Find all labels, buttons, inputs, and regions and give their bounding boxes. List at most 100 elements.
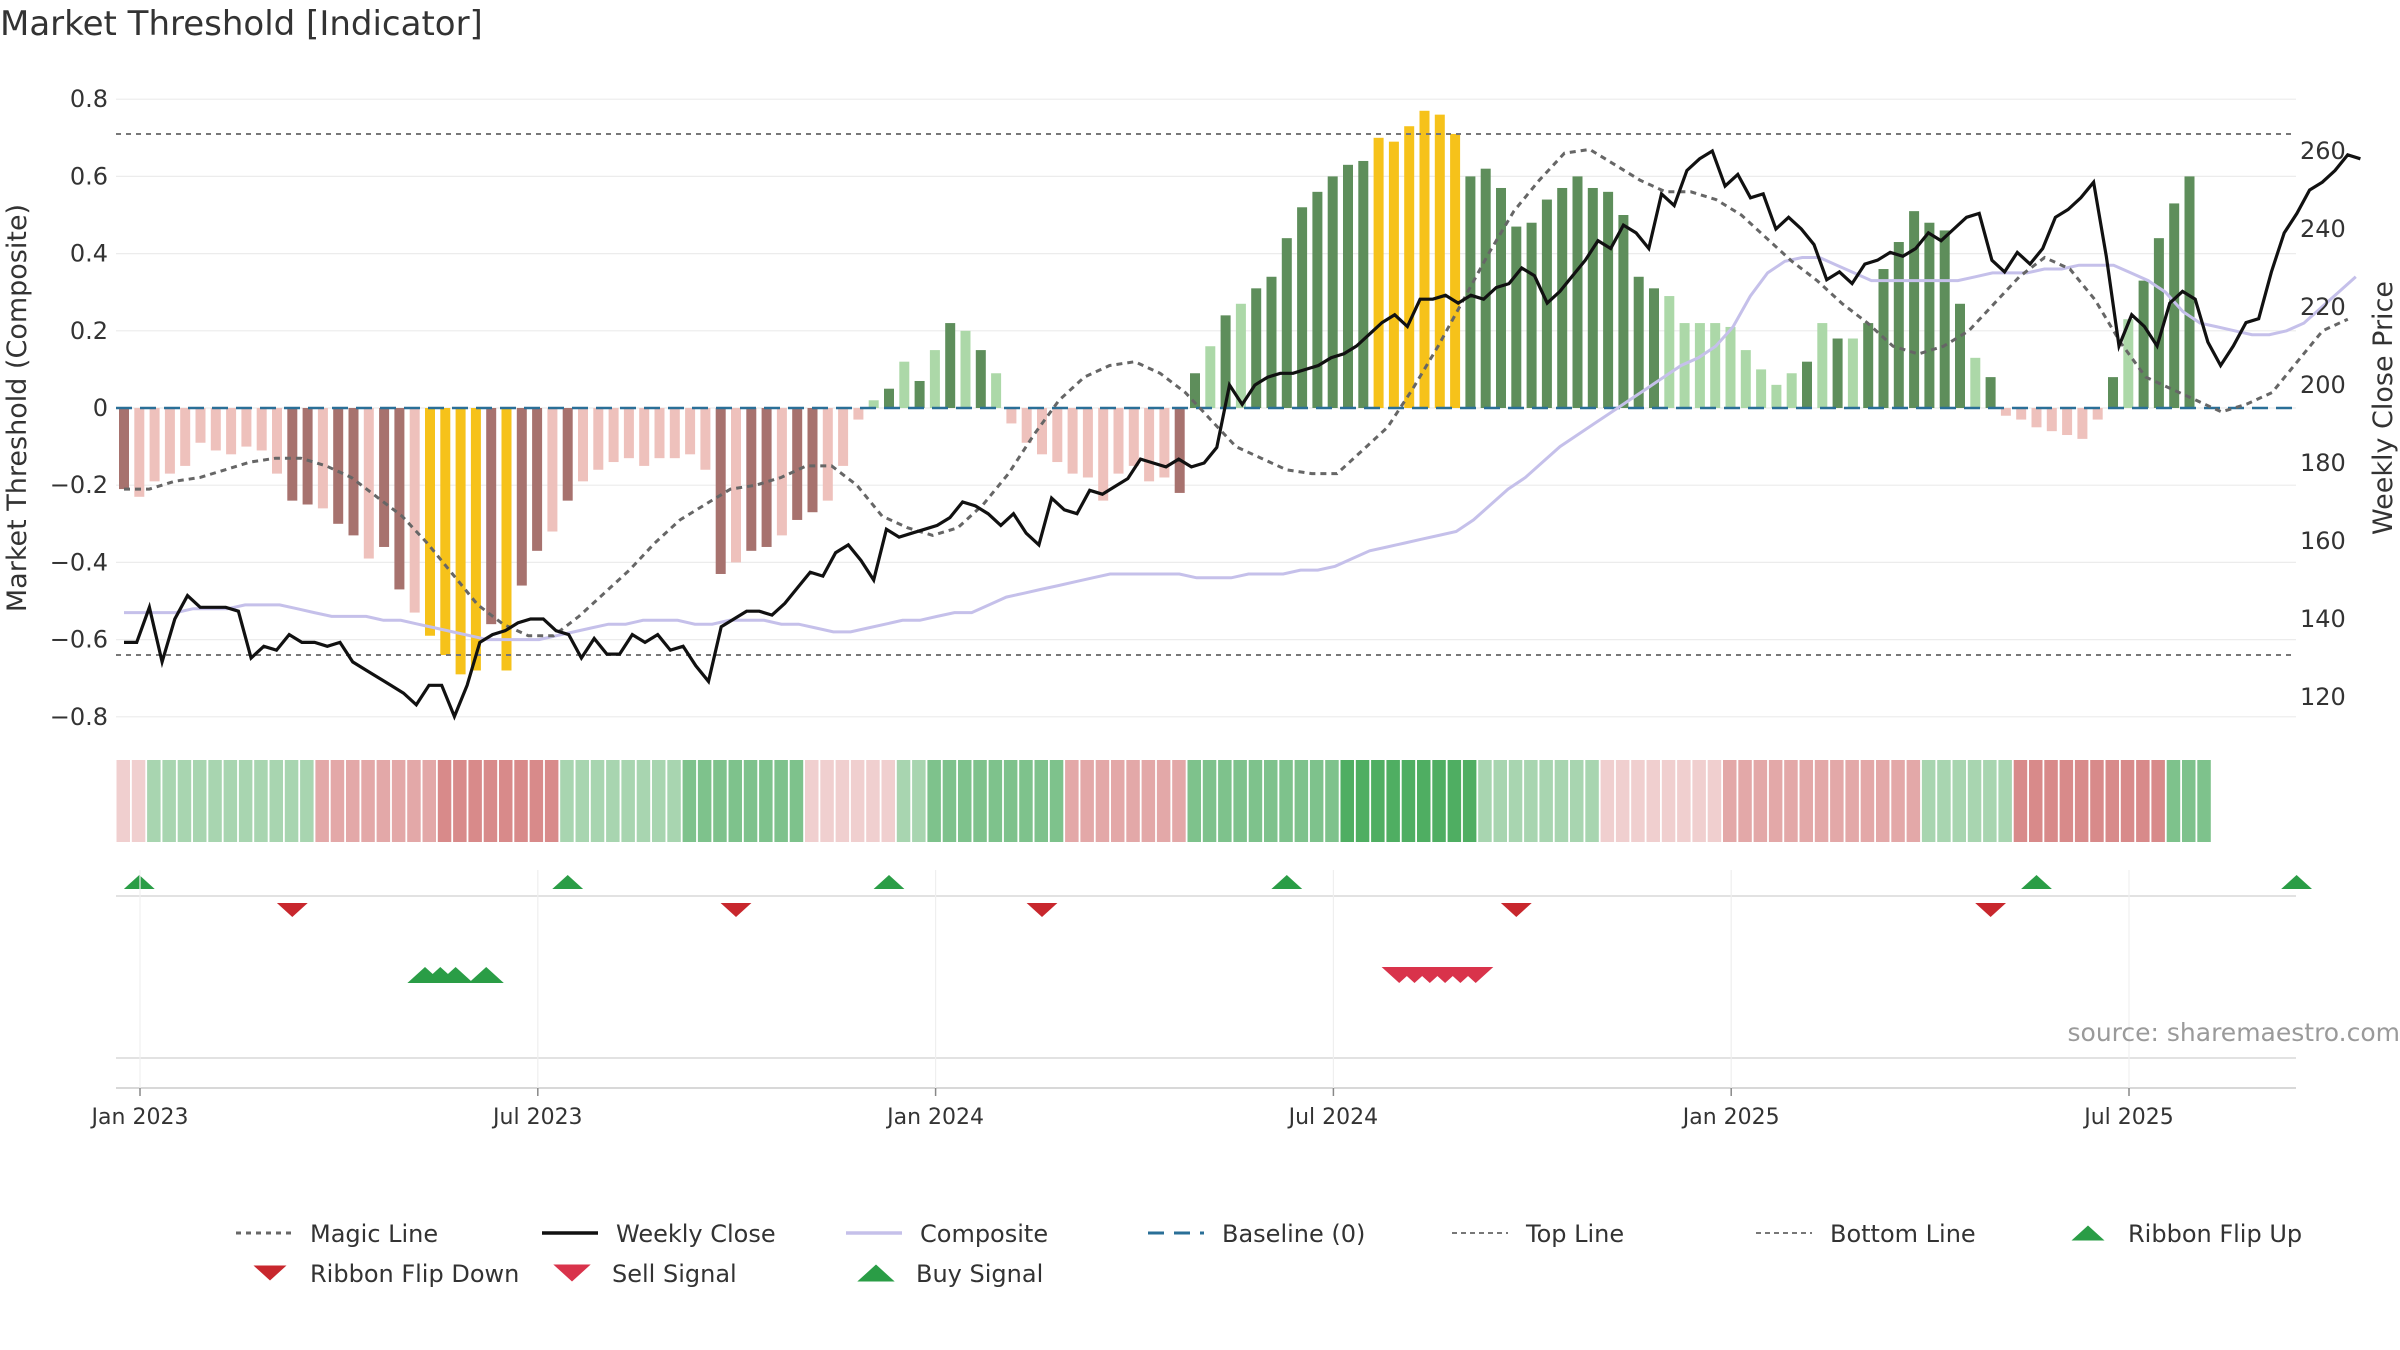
composite-bar [746, 408, 757, 551]
ribbon-cell [1386, 760, 1400, 842]
ribbon-cell [1830, 760, 1844, 842]
ribbon-cell [652, 760, 666, 842]
y-tick-left: −0.2 [50, 471, 108, 499]
x-tick-label: Jul 2023 [491, 1105, 583, 1130]
composite-bar [470, 408, 481, 671]
ribbon-cell [774, 760, 788, 842]
ribbon-cell [483, 760, 498, 842]
ribbon-cell [1692, 760, 1706, 842]
ribbon-cell [1799, 760, 1813, 842]
ribbon-cell [2029, 760, 2043, 842]
ribbon-flip-up-marker [2021, 875, 2052, 889]
ribbon-cell [1707, 760, 1722, 842]
ribbon-cell [1753, 760, 1768, 842]
composite-bar [333, 408, 344, 524]
composite-bar [149, 408, 160, 482]
ribbon-cell [529, 760, 544, 842]
composite-bar [1771, 384, 1782, 408]
ribbon-cell [177, 760, 192, 842]
legend-swatch-ribbon-flip-up [2071, 1225, 2105, 1241]
ribbon-cell [2074, 760, 2089, 842]
ribbon-cell [1340, 760, 1354, 842]
composite-bar [302, 408, 313, 505]
ribbon-cell [2013, 760, 2028, 842]
composite-line [124, 256, 2357, 642]
composite-bar [272, 408, 282, 474]
ribbon-cell [1860, 760, 1875, 842]
ribbon-cell [1891, 760, 1905, 842]
ribbon-cell [2120, 760, 2135, 842]
legend-label: Ribbon Flip Down [310, 1260, 519, 1288]
composite-bar [532, 408, 543, 551]
ribbon-cell [1202, 760, 1217, 842]
composite-bar [1909, 211, 1920, 408]
y-tick-right: 120 [2300, 683, 2346, 711]
composite-bar [164, 408, 175, 474]
ribbon-cell [1019, 760, 1033, 842]
composite-bar [1587, 187, 1598, 408]
composite-bar [2184, 176, 2195, 408]
composite-bar [1740, 350, 1751, 408]
ribbon-cell [958, 760, 972, 842]
y-tick-right: 180 [2300, 449, 2346, 477]
composite-bar [578, 408, 588, 482]
ribbon-cell [116, 760, 130, 842]
ribbon-cell [131, 760, 146, 842]
composite-bar [1388, 141, 1399, 408]
composite-bar [425, 408, 435, 636]
ribbon-cell [2197, 760, 2211, 842]
composite-bar [1970, 357, 1981, 408]
ribbon-flip-down-marker [1026, 903, 1058, 917]
composite-bar [1434, 114, 1445, 408]
composite-bar [1955, 303, 1965, 408]
composite-bar [853, 408, 864, 420]
ribbon-cell [2105, 760, 2119, 842]
composite-bar [884, 388, 894, 408]
composite-bar [1786, 373, 1797, 408]
composite-bar [1358, 160, 1369, 408]
composite-bar [1633, 276, 1644, 408]
composite-bar [1802, 361, 1812, 408]
ribbon-cell [1768, 760, 1783, 842]
ribbon-cell [269, 760, 283, 842]
ribbon-cell [1814, 760, 1829, 842]
ribbon-cell [2044, 760, 2058, 842]
composite-bar [210, 408, 221, 451]
composite-bar [593, 408, 604, 470]
ribbon-cell [621, 760, 635, 842]
composite-bar [1817, 323, 1828, 408]
ribbon-cell [1233, 760, 1247, 842]
chart-title: Market Threshold [Indicator] [0, 4, 483, 44]
legend-label: Top Line [1525, 1220, 1624, 1248]
ribbon-cell [1524, 760, 1538, 842]
ribbon-cell [1156, 760, 1171, 842]
composite-bar [1511, 226, 1522, 408]
composite-bar [654, 408, 665, 459]
y-tick-right: 220 [2300, 293, 2346, 321]
ribbon-cell [1952, 760, 1966, 842]
legend-label: Composite [920, 1220, 1048, 1248]
composite-bar [1603, 191, 1614, 408]
composite-bar [2153, 238, 2164, 408]
ribbon-flip-up-marker [123, 875, 155, 889]
ribbon-cell [1539, 760, 1553, 842]
composite-bar [1327, 176, 1338, 408]
ribbon-flip-up-marker [1271, 875, 1303, 889]
ribbon-cell [1172, 760, 1186, 842]
ribbon-cell [1126, 760, 1140, 842]
ribbon-cell [636, 760, 651, 842]
ribbon-cell [942, 760, 957, 842]
ribbon-cell [1049, 760, 1064, 842]
composite-bar [409, 408, 420, 613]
ribbon-cell [1570, 760, 1584, 842]
composite-bar [1312, 191, 1323, 408]
composite-bar [1343, 164, 1353, 408]
y-tick-right: 140 [2300, 605, 2346, 633]
ribbon-flip-up-marker [873, 875, 905, 889]
ribbon-cell [743, 760, 758, 842]
ribbon-cell [1355, 760, 1370, 842]
composite-bar [440, 408, 451, 656]
y-tick-right: 240 [2300, 215, 2346, 243]
composite-bar [2169, 203, 2180, 408]
composite-bar [929, 350, 940, 408]
